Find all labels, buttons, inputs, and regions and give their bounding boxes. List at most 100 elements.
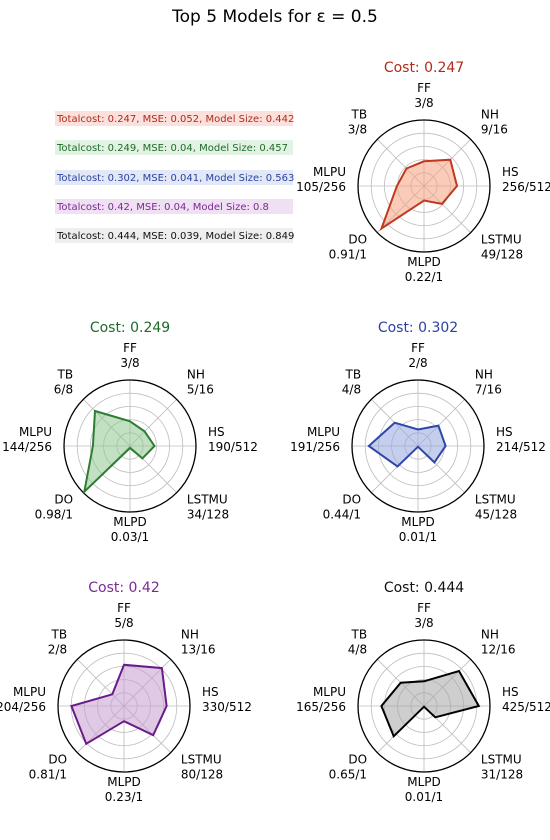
radar-frame xyxy=(357,119,491,253)
radar-value-label: 191/256 xyxy=(290,440,340,454)
radar-axis-label: TB xyxy=(351,108,368,122)
radar-value-label: 7/16 xyxy=(475,383,502,397)
radar-value-label: 13/16 xyxy=(181,643,216,657)
radar-axis-label: TB xyxy=(51,628,68,642)
radar-value-label: 4/8 xyxy=(342,383,361,397)
radar-value-label: 105/256 xyxy=(296,180,346,194)
radar-title: Cost: 0.247 xyxy=(384,60,464,76)
radar-axis-label: MLPD xyxy=(407,775,441,789)
radar-value-label: 45/128 xyxy=(475,507,517,521)
radar-axis-label: MLPU xyxy=(313,685,346,699)
radar-axis-label: TB xyxy=(351,628,368,642)
radar-axis-label: DO xyxy=(348,752,367,766)
radar-value-label: 256/512 xyxy=(502,180,550,194)
radar-axis-label: HS xyxy=(502,685,519,699)
legend-entry-background xyxy=(55,170,293,185)
radar-axis-label: FF xyxy=(417,81,431,95)
radar-value-label: 0.01/1 xyxy=(399,530,437,544)
radar-value-label: 3/8 xyxy=(120,356,139,370)
radar-value-label: 2/8 xyxy=(48,643,67,657)
radar-axis-label: MLPD xyxy=(407,255,441,269)
radar-axis-label: HS xyxy=(502,165,519,179)
radar-series-polygon xyxy=(70,663,168,746)
legend-entry: Totalcost: 0.302, MSE: 0.041, Model Size… xyxy=(56,173,294,184)
radar-value-label: 0.22/1 xyxy=(405,270,443,284)
radar-value-label: 3/8 xyxy=(414,616,433,630)
legend-entry: Totalcost: 0.444, MSE: 0.039, Model Size… xyxy=(56,231,294,242)
legend-entry: Totalcost: 0.247, MSE: 0.052, Model Size… xyxy=(56,114,294,125)
radar-value-label: 0.44/1 xyxy=(323,507,361,521)
radar-axis-label: NH xyxy=(481,108,499,122)
radar-value-label: 0.23/1 xyxy=(105,790,143,804)
radar-axis-label: LSTMU xyxy=(475,492,516,506)
radar-frame xyxy=(57,639,191,773)
radar-charts: Cost: 0.247FF3/8NH9/16HS256/512LSTMU49/1… xyxy=(0,60,550,804)
legend-entry-background xyxy=(55,199,293,214)
radar-value-label: 0.81/1 xyxy=(29,767,67,781)
radar-axis-label: MLPU xyxy=(313,165,346,179)
radar-axis-label: DO xyxy=(342,492,361,506)
radar-axis-label: NH xyxy=(187,368,205,382)
radar-value-label: 31/128 xyxy=(481,767,523,781)
radar-value-label: 165/256 xyxy=(296,700,346,714)
radar-series-polygon xyxy=(367,421,447,468)
radar-axis-label: FF xyxy=(411,341,425,355)
radar-value-label: 9/16 xyxy=(481,123,508,137)
legend-entry: Totalcost: 0.42, MSE: 0.04, Model Size: … xyxy=(56,202,269,213)
radar-value-label: 80/128 xyxy=(181,767,223,781)
radar-axis-label: HS xyxy=(208,425,225,439)
radar-value-label: 12/16 xyxy=(481,643,516,657)
radar-value-label: 6/8 xyxy=(54,383,73,397)
radar-axis-label: NH xyxy=(475,368,493,382)
radar-value-label: 2/8 xyxy=(408,356,427,370)
radar-value-label: 330/512 xyxy=(202,700,252,714)
radar-axis-label: MLPU xyxy=(307,425,340,439)
radar-axis-label: HS xyxy=(496,425,513,439)
radar-value-label: 0.03/1 xyxy=(111,530,149,544)
radar-axis-label: TB xyxy=(345,368,362,382)
legend: Totalcost: 0.247, MSE: 0.052, Model Size… xyxy=(55,111,294,243)
radar-axis-label: LSTMU xyxy=(481,232,522,246)
radar-value-label: 204/256 xyxy=(0,700,46,714)
radar-axis-label: LSTMU xyxy=(481,752,522,766)
radar-axis-label: MLPD xyxy=(107,775,141,789)
radar-value-label: 0.65/1 xyxy=(329,767,367,781)
radar-axis-label: DO xyxy=(54,492,73,506)
radar-axis-label: MLPU xyxy=(19,425,52,439)
radar-value-label: 0.91/1 xyxy=(329,247,367,261)
radar-axis-label: NH xyxy=(181,628,199,642)
radar-axis-label: DO xyxy=(348,232,367,246)
radar-series-polygon xyxy=(82,409,156,495)
radar-title: Cost: 0.444 xyxy=(384,580,464,596)
radar-series-polygon xyxy=(380,669,481,739)
radar-axis-label: FF xyxy=(117,601,131,615)
radar-frame xyxy=(351,379,485,513)
radar-axis-label: MLPD xyxy=(401,515,435,529)
legend-entry-background xyxy=(55,111,293,126)
radar-title: Cost: 0.302 xyxy=(378,320,458,336)
radar-value-label: 3/8 xyxy=(414,96,433,110)
radar-value-label: 425/512 xyxy=(502,700,550,714)
radar-value-label: 34/128 xyxy=(187,507,229,521)
radar-value-label: 214/512 xyxy=(496,440,546,454)
radar-axis-label: MLPU xyxy=(13,685,46,699)
radar-value-label: 3/8 xyxy=(348,123,367,137)
radar-axis-label: FF xyxy=(417,601,431,615)
radar-axis-label: NH xyxy=(481,628,499,642)
radar-value-label: 0.98/1 xyxy=(35,507,73,521)
legend-entry: Totalcost: 0.249, MSE: 0.04, Model Size:… xyxy=(56,143,288,154)
legend-entry-background xyxy=(55,228,293,243)
radar-axis-label: HS xyxy=(202,685,219,699)
radar-axis-label: TB xyxy=(57,368,74,382)
radar-frame xyxy=(357,639,491,773)
figure-title: Top 5 Models for ε = 0.5 xyxy=(171,7,378,27)
radar-value-label: 5/16 xyxy=(187,383,214,397)
legend-entry-background xyxy=(55,140,293,155)
radar-axis-label: FF xyxy=(123,341,137,355)
radar-axis-label: DO xyxy=(48,752,67,766)
radar-value-label: 4/8 xyxy=(348,643,367,657)
